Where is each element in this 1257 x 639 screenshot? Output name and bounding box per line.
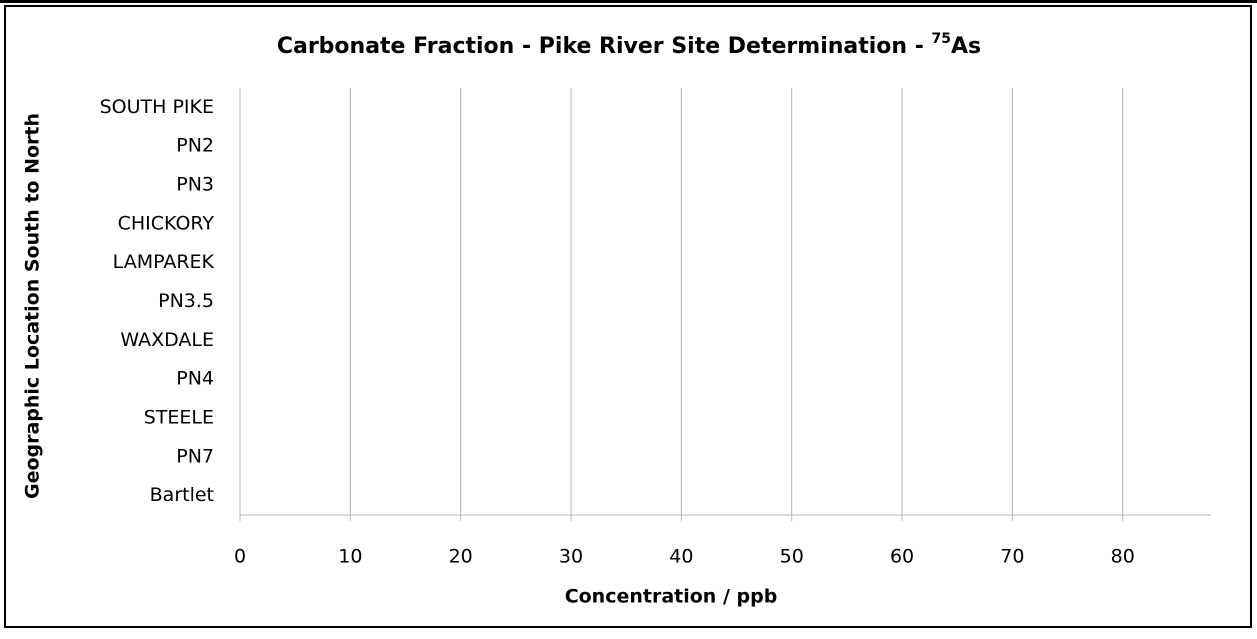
title-isotope: 75 <box>932 31 951 47</box>
x-tick-label: 50 <box>780 546 804 568</box>
y-tick-label: PN2 <box>176 135 214 157</box>
y-axis-label: Geographic Location South to North <box>22 113 44 499</box>
y-tick-label: PN3 <box>176 174 214 196</box>
title-text: Carbonate Fraction - Pike River Site Det… <box>277 34 924 59</box>
y-tick-label: SOUTH PIKE <box>100 96 214 118</box>
x-tick-label: 20 <box>449 546 473 568</box>
y-tick-label: PN7 <box>176 445 214 467</box>
x-tick-label: 0 <box>234 546 246 568</box>
title-element: As <box>951 34 981 59</box>
y-tick-label: STEELE <box>144 406 214 428</box>
x-tick-label: 10 <box>338 546 362 568</box>
y-tick-label: CHICKORY <box>118 212 215 234</box>
y-tick-label: PN4 <box>176 368 214 390</box>
x-axis-label: Concentration / ppb <box>565 586 778 608</box>
x-tick-label: 40 <box>669 546 693 568</box>
x-tick-label: 60 <box>890 546 914 568</box>
y-tick-label: Bartlet <box>150 484 214 506</box>
frame <box>4 5 1252 628</box>
y-tick-label: PN3.5 <box>158 290 214 312</box>
x-tick-label: 70 <box>1000 546 1024 568</box>
y-tick-label: LAMPAREK <box>113 251 215 273</box>
x-tick-label: 30 <box>559 546 583 568</box>
y-tick-label: WAXDALE <box>120 329 214 351</box>
x-tick-label: 80 <box>1111 546 1135 568</box>
chart-title: Carbonate Fraction - Pike River Site Det… <box>277 31 981 59</box>
